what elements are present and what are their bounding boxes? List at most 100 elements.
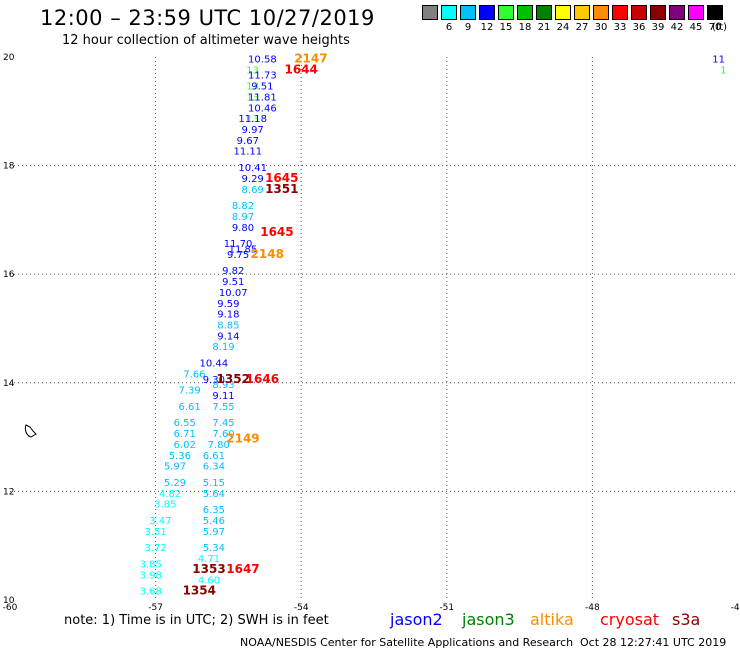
- wave-height-label: 3.47: [149, 516, 171, 527]
- map-subtitle: 12 hour collection of altimeter wave hei…: [62, 33, 350, 48]
- legend-swatch: [536, 5, 552, 20]
- footer-note: note: 1) Time is in UTC; 2) SWH is in fe…: [64, 613, 329, 628]
- legend-label: 39: [651, 22, 665, 33]
- wave-height-label: 10.44: [200, 359, 229, 370]
- wave-height-label: 8.93: [212, 380, 234, 391]
- wave-height-label: 11.70: [224, 239, 253, 250]
- wave-height-label: 3.72: [144, 543, 166, 554]
- latitude-tick-label: 20: [3, 53, 15, 63]
- wave-height-label: 11.85: [229, 244, 258, 255]
- latitude-tick-label: 16: [3, 270, 15, 280]
- legend-label: 42: [670, 22, 684, 33]
- wave-height-label: 7.60: [212, 429, 234, 440]
- wave-height-label: 7.55: [212, 402, 234, 413]
- legend-label: 18: [518, 22, 532, 33]
- wave-height-label: 6.35: [203, 505, 225, 516]
- wave-height-label: 5.46: [203, 516, 225, 527]
- pass-time-label: 1645: [265, 171, 298, 185]
- satellite-label-s3a: s3a: [672, 610, 701, 629]
- legend-label: 36: [632, 22, 646, 33]
- legend-label: 12: [480, 22, 494, 33]
- wave-height-label: 13: [246, 65, 259, 76]
- wave-height-label: 10.41: [238, 163, 267, 174]
- latitude-tick-label: 10: [3, 596, 15, 606]
- legend-swatch: [441, 5, 457, 20]
- wave-height-label: 11.73: [248, 71, 277, 82]
- pass-time-label: 2148: [251, 247, 284, 261]
- wave-height-label: 13: [246, 82, 259, 93]
- legend-swatch: [669, 5, 685, 20]
- legend-label: 30: [594, 22, 608, 33]
- wave-height-label: 5.15: [203, 478, 225, 489]
- legend-label: 6: [445, 22, 453, 33]
- legend-swatch: [650, 5, 666, 20]
- wave-height-label: 7.39: [178, 386, 200, 397]
- latitude-tick-label: 18: [3, 162, 15, 172]
- wave-height-label: 9.51: [251, 82, 273, 93]
- wave-height-label: 6.55: [174, 418, 196, 429]
- legend-swatch: [593, 5, 609, 20]
- wave-height-label: 8.82: [232, 201, 254, 212]
- wave-height-label: 8.85: [217, 321, 239, 332]
- legend-label: 21: [537, 22, 551, 33]
- longitude-tick-label: -60: [3, 603, 18, 613]
- legend-swatch: [517, 5, 533, 20]
- satellite-label-cryosat: cryosat: [600, 610, 660, 629]
- wave-height-label: 7.66: [183, 369, 205, 380]
- wave-height-label: 6.34: [203, 462, 225, 473]
- wave-height-label: 10.58: [248, 54, 277, 65]
- wave-height-label: 11.11: [233, 147, 262, 158]
- wave-height-label: 5.97: [203, 527, 225, 538]
- wave-height-label: 6.02: [174, 440, 196, 451]
- pass-time-label: 1647: [226, 562, 259, 576]
- legend-swatch: [555, 5, 571, 20]
- pass-time-label: 1646: [246, 372, 279, 386]
- wave-height-label: 5.29: [164, 478, 186, 489]
- wave-height-label: 9.30: [203, 375, 225, 386]
- wave-height-label: 13: [246, 92, 259, 103]
- credit-line: NOAA/NESDIS Center for Satellite Applica…: [240, 636, 574, 649]
- longitude-tick-label: -48: [585, 603, 600, 613]
- wave-height-label: 13: [246, 114, 259, 125]
- legend-swatch: [479, 5, 495, 20]
- wave-height-label: 9.82: [222, 266, 244, 277]
- map-title: 12:00 – 23:59 UTC 10/27/2019: [40, 6, 375, 30]
- wave-height-label: 3.85: [140, 559, 162, 570]
- satellite-label-altika: altika: [530, 610, 574, 629]
- wave-height-label: 4.82: [159, 489, 181, 500]
- legend-swatch: [612, 5, 628, 20]
- wave-height-label: 5.64: [203, 489, 225, 500]
- wave-height-label: 10.46: [248, 103, 277, 114]
- legend-label: 45: [689, 22, 703, 33]
- pass-time-label: 2147: [294, 51, 327, 65]
- wave-height-label: 5.36: [169, 451, 191, 462]
- legend-unit: (ft): [712, 22, 728, 33]
- wave-height-label: 7.45: [212, 418, 234, 429]
- latitude-tick-label: 14: [3, 379, 15, 389]
- wave-height-label: 3.51: [144, 527, 166, 538]
- longitude-tick-label: -45: [731, 603, 740, 613]
- legend-swatch: [631, 5, 647, 20]
- wave-height-label: 9.97: [242, 125, 264, 136]
- legend-label: 70: [708, 22, 722, 33]
- wave-height-label: 4.60: [198, 576, 220, 587]
- legend-swatch: [498, 5, 514, 20]
- wave-height-label: 5.34: [203, 543, 225, 554]
- longitude-tick-label: -54: [294, 603, 309, 613]
- satellite-label-jason3: jason3: [462, 610, 515, 629]
- island-outline-icon: [24, 424, 37, 438]
- generated-timestamp: Oct 28 12:27:41 UTC 2019: [580, 636, 727, 649]
- legend-swatch: [422, 5, 438, 20]
- longitude-tick-label: -51: [439, 603, 454, 613]
- pass-time-label: 2149: [226, 432, 259, 446]
- wave-height-label: 9.75: [227, 250, 249, 261]
- pass-time-label: 1354: [183, 584, 216, 598]
- satellite-label-jason2: jason2: [390, 610, 443, 629]
- wave-height-label: 9.59: [217, 299, 239, 310]
- pass-time-label: 1352: [217, 372, 250, 386]
- wave-height-label: 9.67: [237, 136, 259, 147]
- longitude-tick-label: -57: [148, 603, 163, 613]
- legend-label: 15: [499, 22, 513, 33]
- wave-height-label: 11.18: [238, 114, 267, 125]
- wave-height-label: 8.97: [232, 212, 254, 223]
